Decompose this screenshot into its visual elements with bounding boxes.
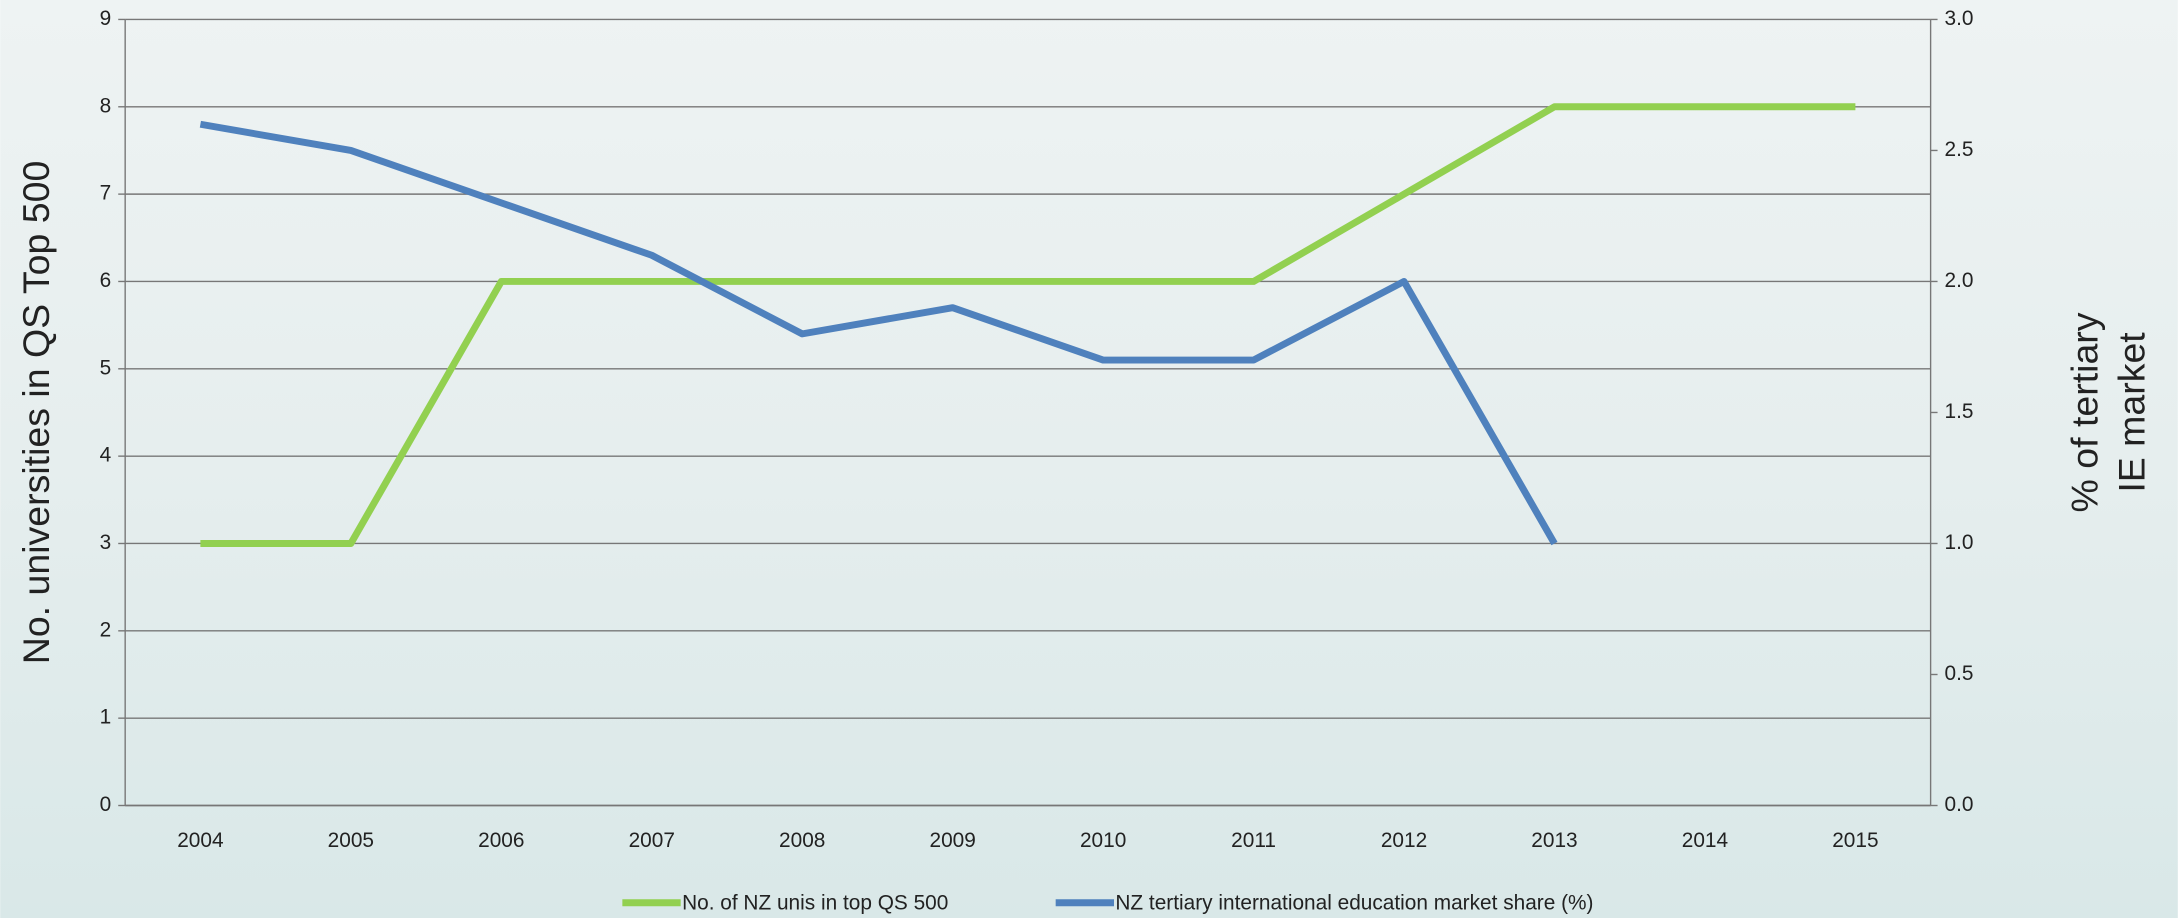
- x-tick-label: 2014: [1682, 829, 1728, 852]
- series-line: [200, 103, 1856, 547]
- x-tick-label: 2008: [779, 829, 825, 852]
- y2-axis-title: % of tertiary: [2063, 312, 2105, 512]
- y-tick-label: 8: [100, 94, 112, 117]
- y2-axis-title: IE market: [2111, 332, 2153, 493]
- x-tick-label: 2011: [1231, 829, 1276, 852]
- x-tick-label: 2004: [177, 829, 223, 852]
- y2-tick-label: 0.5: [1945, 662, 1974, 685]
- y-tick-label: 5: [100, 356, 112, 379]
- y-tick-label: 3: [100, 531, 112, 554]
- y2-tick-label: 3.0: [1945, 7, 1974, 30]
- y2-tick-label: 1.5: [1945, 400, 1974, 423]
- series-line: [199, 120, 1558, 546]
- y-tick-label: 0: [100, 793, 112, 816]
- y-tick-label: 4: [100, 444, 112, 467]
- x-tick-label: 2015: [1832, 829, 1878, 852]
- y2-tick-label: 0.0: [1945, 793, 1974, 816]
- x-tick-label: 2009: [929, 829, 975, 852]
- x-tick-label: 2005: [328, 829, 374, 852]
- y-tick-label: 2: [100, 618, 112, 641]
- y-axis-title: No. universities in QS Top 500: [15, 161, 57, 665]
- x-tick-label: 2012: [1381, 829, 1427, 852]
- legend-label: No. of NZ unis in top QS 500: [682, 892, 948, 915]
- x-tick-label: 2010: [1080, 829, 1126, 852]
- y-tick-label: 9: [100, 7, 112, 30]
- y2-tick-label: 1.0: [1945, 531, 1974, 554]
- legend-label: NZ tertiary international education mark…: [1115, 892, 1593, 915]
- x-tick-label: 2013: [1531, 829, 1577, 852]
- x-tick-label: 2006: [478, 829, 524, 852]
- y2-tick-label: 2.5: [1945, 138, 1974, 161]
- y2-tick-label: 2.0: [1945, 269, 1974, 292]
- y-tick-label: 7: [100, 182, 112, 205]
- y-tick-label: 6: [100, 269, 112, 292]
- x-tick-label: 2007: [629, 829, 675, 852]
- y-tick-label: 1: [100, 706, 112, 729]
